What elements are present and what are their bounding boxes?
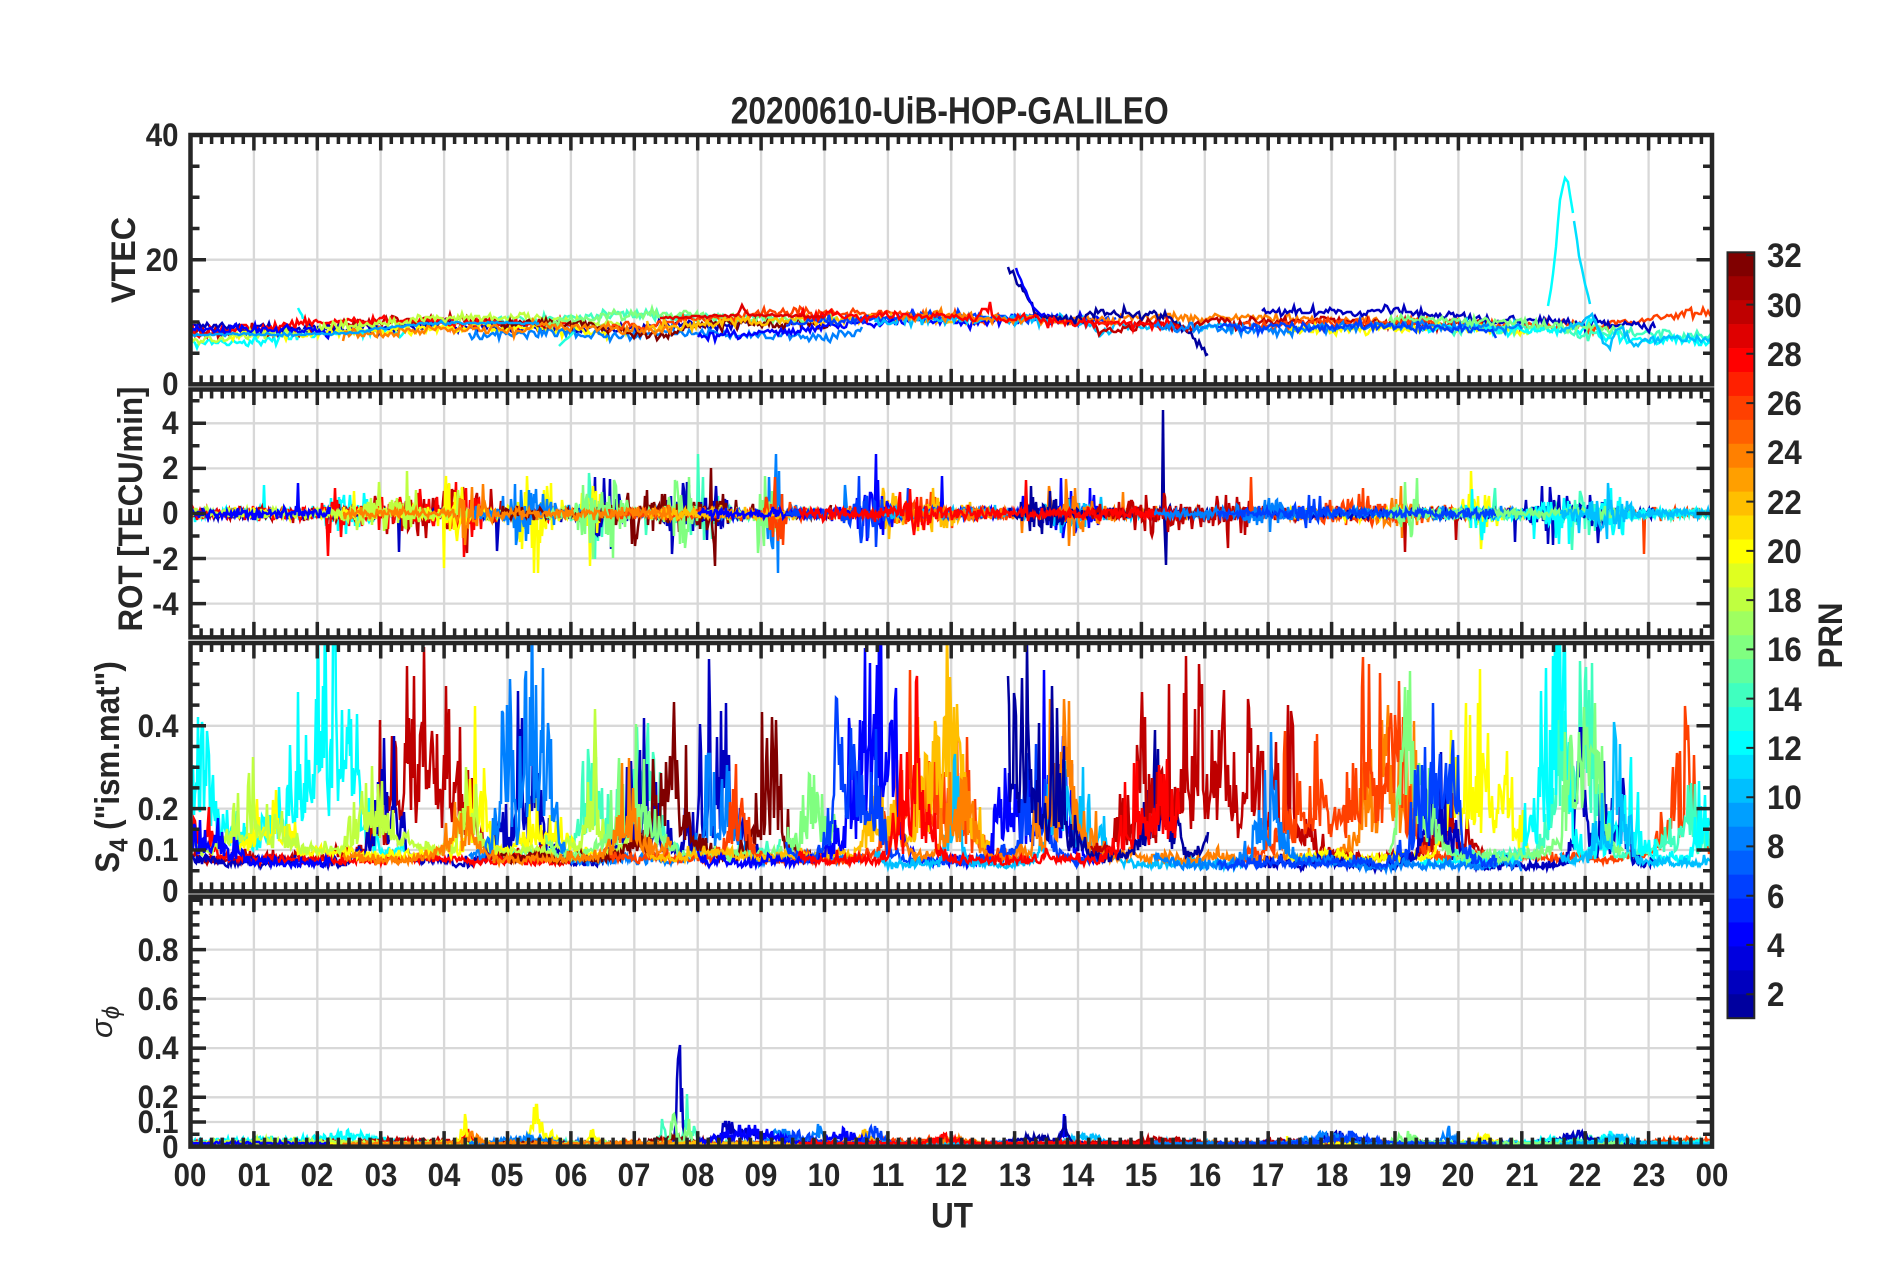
svg-text:21: 21 — [1506, 1157, 1539, 1193]
svg-text:0.6: 0.6 — [138, 981, 179, 1017]
svg-text:20200610-UiB-HOP-GALILEO: 20200610-UiB-HOP-GALILEO — [731, 91, 1169, 133]
svg-text:2: 2 — [1767, 976, 1784, 1014]
svg-text:02: 02 — [301, 1157, 334, 1193]
svg-text:00: 00 — [1696, 1157, 1729, 1193]
svg-text:01: 01 — [238, 1157, 271, 1193]
svg-text:0.2: 0.2 — [138, 791, 179, 827]
svg-text:14: 14 — [1062, 1157, 1095, 1193]
svg-text:0.8: 0.8 — [138, 932, 179, 968]
svg-text:4: 4 — [1767, 927, 1784, 965]
svg-text:04: 04 — [428, 1157, 461, 1193]
svg-text:07: 07 — [618, 1157, 651, 1193]
svg-text:10: 10 — [808, 1157, 841, 1193]
svg-text:18: 18 — [1767, 582, 1802, 620]
svg-text:11: 11 — [872, 1157, 905, 1193]
svg-text:ROT [TECU/min]: ROT [TECU/min] — [111, 387, 150, 632]
svg-text:20: 20 — [146, 242, 179, 278]
svg-text:16: 16 — [1189, 1157, 1222, 1193]
svg-text:06: 06 — [555, 1157, 588, 1193]
svg-text:8: 8 — [1767, 828, 1784, 866]
svg-text:00: 00 — [174, 1157, 207, 1193]
svg-text:0.2: 0.2 — [138, 1079, 179, 1115]
svg-text:0: 0 — [162, 873, 178, 909]
svg-text:05: 05 — [491, 1157, 524, 1193]
svg-text:08: 08 — [682, 1157, 715, 1193]
svg-text:0: 0 — [162, 366, 178, 402]
svg-text:28: 28 — [1767, 336, 1802, 374]
svg-text:40: 40 — [146, 117, 179, 153]
svg-text:14: 14 — [1767, 681, 1802, 719]
svg-text:30: 30 — [1767, 287, 1802, 325]
svg-text:15: 15 — [1125, 1157, 1158, 1193]
svg-text:03: 03 — [365, 1157, 398, 1193]
svg-text:0: 0 — [162, 495, 178, 531]
svg-text:20: 20 — [1767, 533, 1802, 571]
svg-text:PRN: PRN — [1811, 602, 1850, 668]
svg-text:4: 4 — [162, 405, 179, 441]
svg-text:23: 23 — [1633, 1157, 1666, 1193]
svg-text:09: 09 — [745, 1157, 778, 1193]
svg-text:24: 24 — [1767, 434, 1802, 472]
svg-text:32: 32 — [1767, 237, 1802, 275]
svg-text:26: 26 — [1767, 385, 1802, 423]
svg-text:12: 12 — [935, 1157, 968, 1193]
svg-text:22: 22 — [1767, 484, 1802, 522]
svg-text:18: 18 — [1316, 1157, 1349, 1193]
svg-text:19: 19 — [1379, 1157, 1412, 1193]
svg-text:0.1: 0.1 — [138, 832, 179, 868]
svg-text:0.1: 0.1 — [138, 1104, 179, 1140]
svg-text:-4: -4 — [152, 586, 178, 622]
svg-text:16: 16 — [1767, 631, 1802, 669]
svg-text:6: 6 — [1767, 878, 1784, 916]
svg-text:17: 17 — [1252, 1157, 1285, 1193]
svg-text:10: 10 — [1767, 779, 1802, 817]
svg-text:22: 22 — [1569, 1157, 1602, 1193]
svg-text:20: 20 — [1442, 1157, 1475, 1193]
svg-text:S4 ("ism.mat"): S4 ("ism.mat") — [88, 661, 133, 873]
svg-text:2: 2 — [162, 450, 178, 486]
svg-text:VTEC: VTEC — [105, 217, 143, 303]
svg-text:0: 0 — [162, 1129, 178, 1165]
svg-text:-2: -2 — [152, 541, 178, 577]
svg-text:13: 13 — [999, 1157, 1032, 1193]
svg-text:0.4: 0.4 — [138, 1030, 179, 1066]
svg-text:12: 12 — [1767, 730, 1802, 768]
svg-text:0.4: 0.4 — [138, 708, 179, 744]
svg-text:UT: UT — [931, 1197, 973, 1236]
